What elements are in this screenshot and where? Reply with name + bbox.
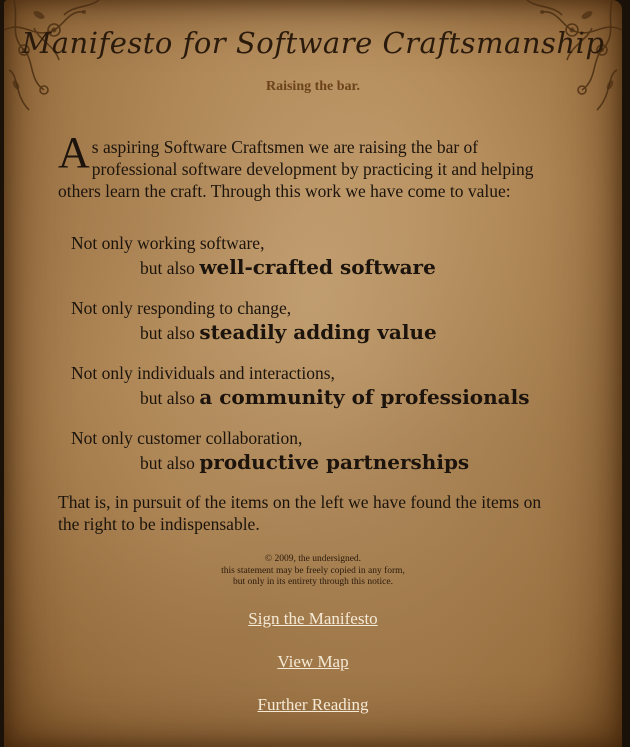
value-pair: Not only individuals and interactions, b… [71, 362, 530, 427]
intro-dropcap: A [58, 128, 90, 177]
value-pair: Not only customer collaboration, but als… [71, 427, 530, 492]
value-prefix: but also [140, 388, 200, 408]
value-emphasis: a community of professionals [199, 385, 530, 409]
value-pair: Not only responding to change, but also … [71, 297, 530, 362]
value-prefix: but also [140, 453, 200, 473]
value-right: but also well-crafted software [140, 254, 530, 280]
page-title: Manifesto for Software Craftsmanship [21, 26, 605, 60]
value-prefix: but also [140, 258, 200, 278]
value-left: Not only working software, [71, 233, 265, 253]
value-left: Not only responding to change, [71, 298, 292, 318]
value-right: but also steadily adding value [140, 319, 530, 345]
floral-ornament-icon [4, 0, 100, 111]
notice-line: © 2009, the undersigned. [264, 554, 362, 564]
further-reading-link[interactable]: Further Reading [257, 695, 369, 714]
value-right: but also a community of professionals [140, 384, 530, 410]
view-map-link[interactable]: View Map [277, 652, 349, 671]
value-emphasis: productive partnerships [199, 450, 470, 474]
intro-text: s aspiring Software Craftsmen we are rai… [58, 137, 534, 201]
notice-line: but only in its entirety through this no… [233, 577, 393, 587]
values-list: Not only working software, but also well… [71, 232, 530, 492]
value-right: but also productive partnerships [140, 449, 530, 475]
value-pair: Not only working software, but also well… [71, 232, 530, 297]
page-subtitle: Raising the bar. [265, 79, 360, 94]
floral-ornament-icon [526, 0, 622, 111]
manifesto-page: Manifesto for Software Craftsmanship Rai… [4, 0, 622, 747]
value-emphasis: steadily adding value [199, 320, 437, 344]
value-left: Not only customer collaboration, [71, 428, 303, 448]
notice-line: this statement may be freely copied in a… [221, 565, 405, 576]
value-left: Not only individuals and interactions, [71, 363, 335, 383]
nav-links: Sign the Manifesto View Map Further Read… [4, 608, 622, 737]
sign-manifesto-link[interactable]: Sign the Manifesto [248, 609, 378, 628]
conclusion-paragraph: That is, in pursuit of the items on the … [58, 492, 542, 534]
value-emphasis: well-crafted software [199, 255, 436, 279]
copyright-notice: © 2009, the undersigned. this statement … [4, 554, 622, 589]
value-prefix: but also [140, 323, 200, 343]
